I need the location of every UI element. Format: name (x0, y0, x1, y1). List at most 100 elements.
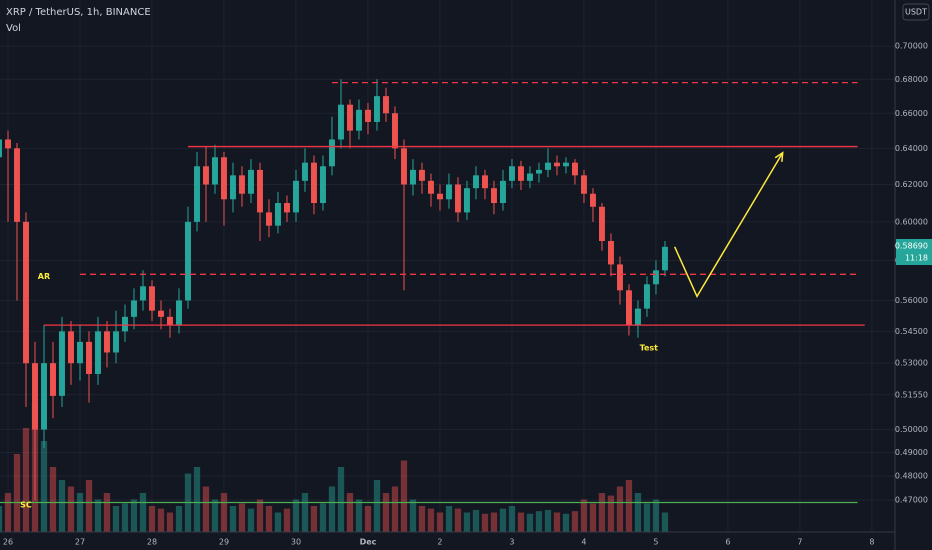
candle-body (383, 96, 389, 114)
candle-body (410, 169, 416, 185)
candle-body (257, 169, 263, 213)
volume-bar (292, 499, 300, 532)
candle-body (428, 180, 434, 194)
y-tick-label: 0.64000 (895, 144, 928, 153)
volume-bar (391, 486, 399, 532)
candle-body (590, 193, 596, 207)
volume-bar (607, 495, 615, 532)
volume-bar (58, 480, 66, 532)
candle-body (248, 169, 254, 194)
candle-body (500, 180, 506, 204)
x-tick-label: Dec (360, 538, 377, 547)
x-tick-label: 3 (509, 538, 514, 547)
volume-bar (562, 513, 570, 532)
candle-body (437, 193, 443, 200)
y-tick-label: 0.68000 (895, 75, 928, 84)
annotation-label: SC (20, 500, 32, 509)
x-tick-label: 26 (3, 538, 13, 547)
candle-body (643, 284, 650, 309)
candle-body (518, 166, 524, 181)
volume-bar (202, 486, 210, 532)
x-tick-label: 29 (219, 538, 229, 547)
candle-body (284, 203, 290, 213)
volume-bar (103, 493, 111, 532)
y-tick-label: 0.56000 (895, 296, 928, 305)
y-tick-label: 0.50000 (895, 425, 928, 434)
candle-body (293, 180, 299, 213)
candle-body (158, 310, 164, 317)
volume-bar (175, 506, 183, 532)
volume-bar (265, 506, 273, 532)
candle-body (464, 188, 470, 213)
volume-bar (301, 493, 309, 532)
volume-bar (472, 509, 480, 532)
candle-body (185, 221, 191, 301)
volume-bar (616, 486, 624, 532)
volume-bar (166, 512, 174, 532)
y-tick-label: 0.51550 (895, 390, 928, 399)
candle-body (122, 316, 128, 332)
volume-bar (598, 493, 606, 532)
y-tick-label: 0.49000 (895, 448, 928, 457)
annotation-label: Test (640, 344, 659, 353)
volume-bar (553, 512, 561, 532)
candle-body (131, 300, 137, 317)
candle-body (338, 104, 344, 140)
candle-body (634, 308, 641, 326)
volume-bar (508, 506, 516, 532)
candle-body (482, 175, 488, 189)
x-tick-label: 7 (797, 538, 802, 547)
volume-bar (409, 499, 417, 532)
candle-body (32, 363, 38, 430)
volume-bar (373, 480, 381, 532)
volume-bar (571, 511, 579, 532)
last-price-box (896, 239, 932, 266)
candle-body (230, 175, 236, 200)
volume-bar (67, 486, 75, 532)
candle-body (625, 290, 632, 326)
volume-bar (454, 508, 462, 532)
volume-bar (580, 499, 588, 532)
candle-body (50, 363, 56, 396)
volume-bar (4, 493, 12, 532)
volume-bar (238, 503, 246, 532)
volume-bar (130, 499, 138, 532)
y-tick-label: 0.48000 (895, 472, 928, 481)
volume-bar (364, 506, 372, 532)
candle-body (41, 363, 47, 430)
candle-body (59, 331, 65, 396)
candle-body (652, 270, 659, 285)
volume-bar (625, 480, 633, 532)
volume-bar (445, 506, 453, 532)
candle-body (491, 188, 497, 204)
candle-body (527, 173, 533, 181)
candle-body (554, 162, 560, 167)
candle-body (329, 139, 335, 167)
volume-bar (319, 503, 327, 532)
y-tick-label: 0.66000 (895, 109, 928, 118)
volume-bar (139, 493, 147, 532)
volume-bar (355, 499, 363, 532)
volume-bar (22, 428, 30, 532)
volume-bar (112, 506, 120, 532)
volume-bar (436, 512, 444, 532)
candle-body (374, 96, 380, 122)
volume-bar (634, 493, 642, 532)
currency-box[interactable] (902, 3, 930, 21)
candle-body (581, 175, 587, 194)
volume-bar (652, 499, 660, 532)
volume-bar (121, 503, 129, 532)
candle-body (545, 162, 551, 170)
candle-body (104, 331, 110, 353)
volume-bar (481, 513, 489, 532)
candle-body (661, 246, 668, 271)
volume-bar (220, 493, 228, 532)
y-tick-label: 0.53000 (895, 359, 928, 368)
volume-bar (13, 454, 21, 532)
candle-body (221, 157, 227, 200)
candle-body (608, 241, 614, 265)
currency[interactable]: USDT (905, 8, 927, 17)
arrow-head (774, 151, 784, 162)
